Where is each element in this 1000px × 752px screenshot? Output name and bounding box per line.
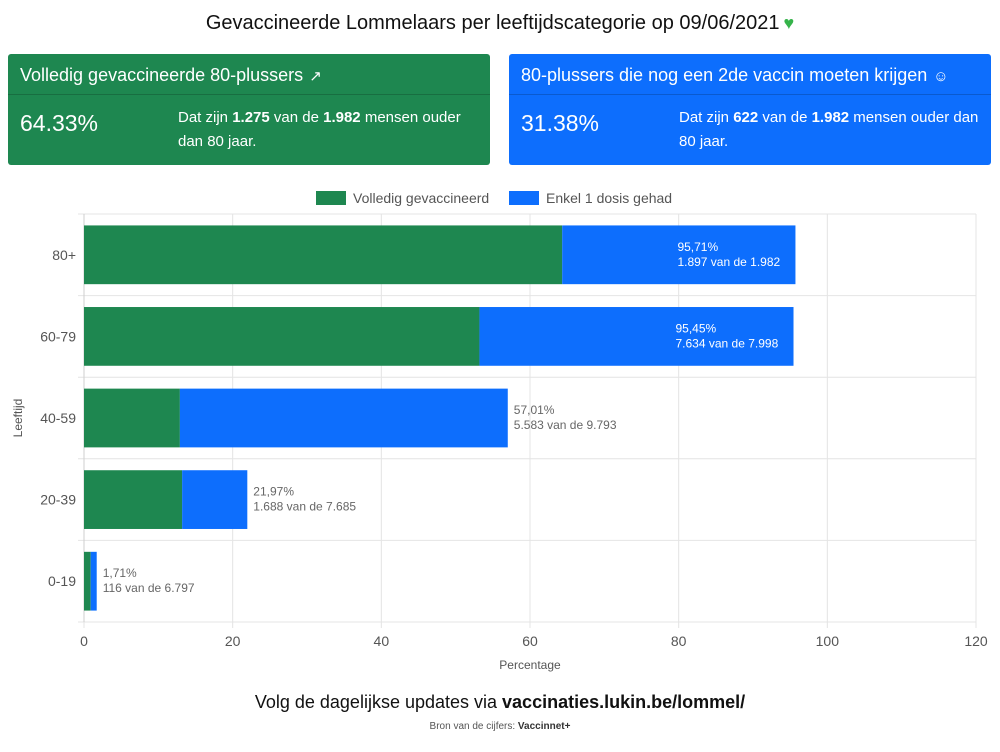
card-heading: 80-plussers die nog een 2de vaccin moete… [509,54,991,95]
x-tick-label: 80 [671,633,687,649]
bar-label-count: 116 van de 6.797 [103,581,195,595]
card-description: Dat zijn 1.275 van de 1.982 mensen ouder… [178,109,461,150]
card-count: 622 [733,109,759,126]
rocket-icon: ↗ [309,68,322,85]
card-description: Dat zijn 622 van de 1.982 mensen ouder d… [679,109,979,150]
footer: Volg de dagelijkse updates via vaccinati… [254,692,746,712]
card-fully-vaccinated: Volledig gevaccineerde 80-plussers ↗ 64.3… [8,54,490,165]
x-tick-label: 20 [225,633,241,649]
y-tick-label: 20-39 [40,492,76,508]
bar-label-count: 1.688 van de 7.685 [253,500,356,514]
bar-one-dose [479,307,794,366]
bar-label-count: 5.583 van de 9.793 [514,418,617,432]
card-heading-text: Volledig gevaccineerde 80-plussers [20,65,304,85]
x-tick-label: 40 [374,633,390,649]
bar-label-percent: 95,45% [676,321,717,335]
bar-one-dose [182,470,248,529]
bar-one-dose [562,225,796,285]
hugging-face-icon: ☺ [933,68,949,85]
y-tick-label: 40-59 [40,410,76,426]
bar-label-percent: 21,97% [253,485,294,499]
bar-fully-vaccinated [84,388,180,448]
bar-label-percent: 95,71% [677,240,718,254]
green-heart-icon: ♥ [783,13,795,33]
legend-swatch [509,191,539,205]
y-tick-label: 0-19 [48,573,76,589]
card-percentage: 64.33% [20,110,99,136]
bar-fully-vaccinated [84,225,563,285]
bar-fully-vaccinated [84,307,480,366]
legend-swatch [316,191,346,205]
title-text: Gevaccineerde Lommelaars per leeftijdsca… [205,12,780,34]
card-total: 1.982 [323,109,361,126]
source-note: Bron van de cijfers: Vaccinnet+ [429,721,571,732]
x-tick-label: 100 [816,633,840,649]
y-tick-label: 60-79 [40,328,76,344]
card-heading: Volledig gevaccineerde 80-plussers ↗ [8,54,490,95]
bar-label-percent: 1,71% [103,566,137,580]
bar-label-count: 7.634 van de 7.998 [676,336,779,350]
card-total: 1.982 [811,109,850,126]
source-name: Vaccinnet+ [517,721,571,732]
card-heading-text: 80-plussers die nog een 2de vaccin moete… [521,65,928,85]
card-count: 1.275 [232,109,270,126]
bar-fully-vaccinated [84,470,183,529]
x-axis-label: Percentage [499,658,561,672]
x-tick-label: 0 [80,633,88,649]
bar-one-dose [179,388,508,448]
legend-label: Enkel 1 dosis gehad [546,190,672,206]
updates-link[interactable]: vaccinaties.lukin.be/lommel/ [502,692,746,712]
y-axis-label: Leeftijd [11,399,25,438]
card-percentage: 31.38% [521,110,600,136]
chart-title: Gevaccineerde Lommelaars per leeftijdsca… [0,12,1000,35]
stacked-bar-chart: 0 20 40 60 80 100 120 Percentage Leeftijd 80+ 95,7… [11,190,988,672]
y-tick-label: 80+ [52,247,76,263]
bar-label-count: 1.897 van de 1.982 [677,255,780,269]
bar-fully-vaccinated [84,551,91,611]
bar-label-percent: 57,01% [514,403,555,417]
legend-label: Volledig gevaccineerd [353,190,489,206]
x-tick-label: 120 [964,633,988,649]
x-tick-label: 60 [522,633,538,649]
bar-one-dose [90,551,97,611]
card-second-dose-pending: 80-plussers die nog een 2de vaccin moete… [509,54,991,165]
